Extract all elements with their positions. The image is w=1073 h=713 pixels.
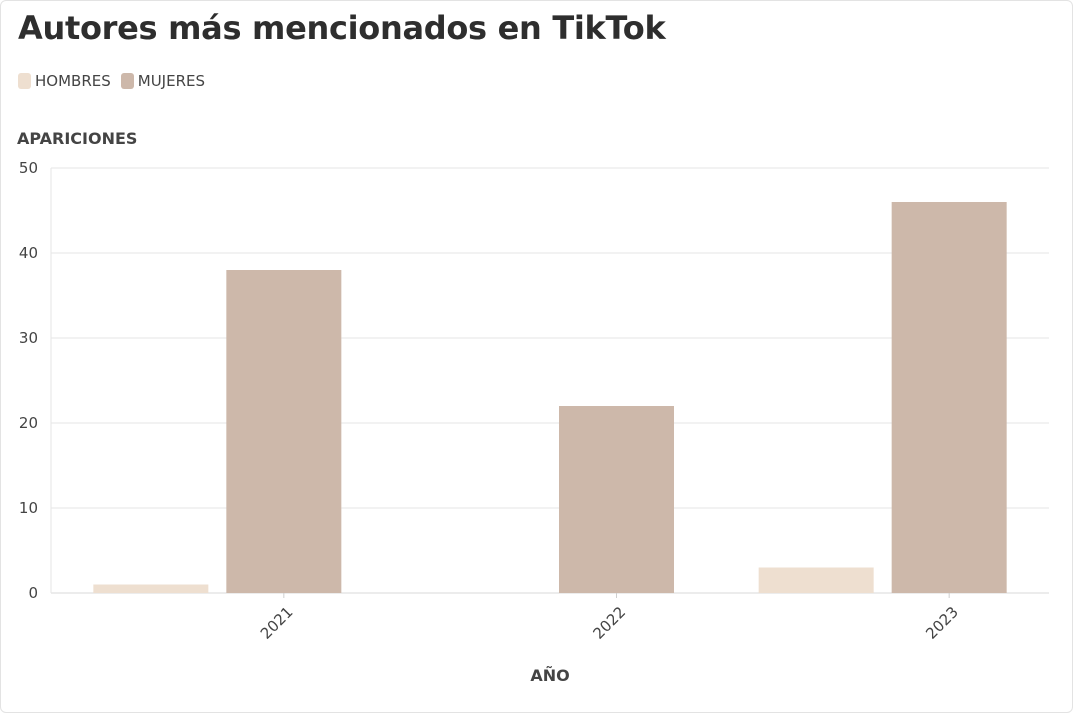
x-axis-title: AÑO	[530, 666, 569, 685]
legend-label-hombres: HOMBRES	[35, 72, 111, 90]
x-tick-label: 2021	[257, 603, 297, 643]
chart-title: Autores más mencionados en TikTok	[18, 9, 666, 47]
legend-item-mujeres[interactable]: MUJERES	[120, 72, 205, 90]
bar-mujeres-2022[interactable]	[559, 406, 674, 593]
legend-swatch-mujeres	[120, 73, 134, 89]
legend: HOMBRES MUJERES	[18, 72, 215, 90]
y-tick-label: 10	[19, 499, 38, 517]
y-tick-label: 40	[19, 244, 38, 262]
x-tick-label: 2023	[922, 603, 962, 643]
gridlines	[50, 167, 1049, 594]
legend-item-hombres[interactable]: HOMBRES	[18, 72, 111, 90]
bar-mujeres-2023[interactable]	[891, 202, 1007, 593]
y-tick-label: 50	[19, 159, 38, 177]
legend-label-mujeres: MUJERES	[137, 72, 205, 90]
y-tick-label: 0	[28, 584, 38, 602]
bar-hombres-2021[interactable]	[93, 584, 209, 594]
x-tick-labels: 2021 2022 2023	[257, 593, 962, 643]
bars	[93, 202, 1007, 594]
bar-hombres-2023[interactable]	[758, 567, 874, 594]
legend-swatch-hombres	[18, 73, 31, 89]
y-axis-title: APARICIONES	[17, 129, 138, 148]
y-tick-label: 20	[19, 414, 38, 432]
y-tick-label: 30	[19, 329, 38, 347]
bar-mujeres-2021[interactable]	[226, 270, 342, 593]
y-tick-labels: 0 10 20 30 40 50	[19, 159, 38, 602]
x-tick-label: 2022	[590, 603, 630, 643]
